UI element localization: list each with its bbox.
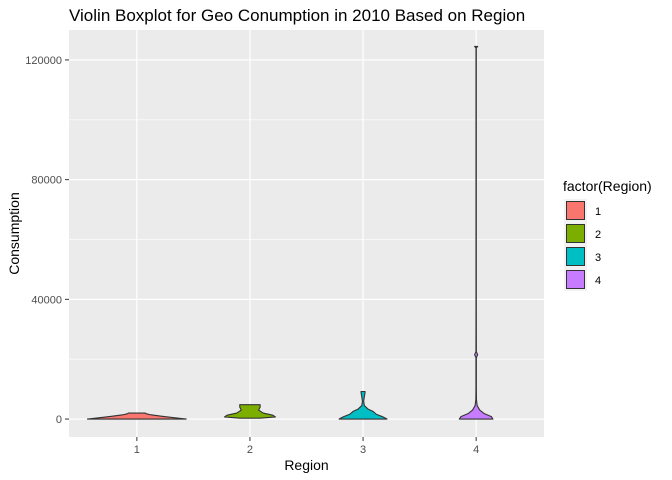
legend-swatch-4 (566, 270, 585, 289)
legend-label-1: 1 (595, 206, 601, 218)
legend: factor(Region) 1 2 3 4 (563, 178, 652, 291)
legend-title: factor(Region) (563, 178, 652, 194)
y-tick-label: 0 (56, 414, 62, 426)
y-tick-label: 120000 (25, 55, 62, 67)
violins (86, 45, 494, 420)
y-tick-label: 80000 (31, 175, 62, 187)
plot-panel (69, 30, 544, 437)
violin-3 (338, 390, 388, 420)
x-axis: 1 2 3 4 (134, 437, 479, 456)
violin-2 (223, 404, 276, 419)
x-axis-title: Region (284, 457, 328, 473)
legend-label-4: 4 (595, 275, 601, 287)
violin-1 (86, 412, 187, 420)
y-axis: 0 40000 80000 120000 (25, 55, 69, 426)
legend-label-2: 2 (595, 229, 601, 241)
y-tick-label: 40000 (31, 294, 62, 306)
legend-swatch-1 (566, 201, 585, 220)
legend-swatch-3 (566, 247, 585, 266)
violin-4 (458, 45, 494, 420)
chart-title: Violin Boxplot for Geo Conumption in 201… (69, 6, 525, 25)
x-tick-label: 1 (134, 444, 140, 456)
x-tick-label: 2 (247, 444, 253, 456)
legend-swatch-2 (566, 224, 585, 243)
y-axis-title: Consumption (6, 192, 22, 275)
legend-label-3: 3 (595, 252, 601, 264)
x-tick-label: 3 (360, 444, 366, 456)
x-tick-label: 4 (473, 444, 479, 456)
